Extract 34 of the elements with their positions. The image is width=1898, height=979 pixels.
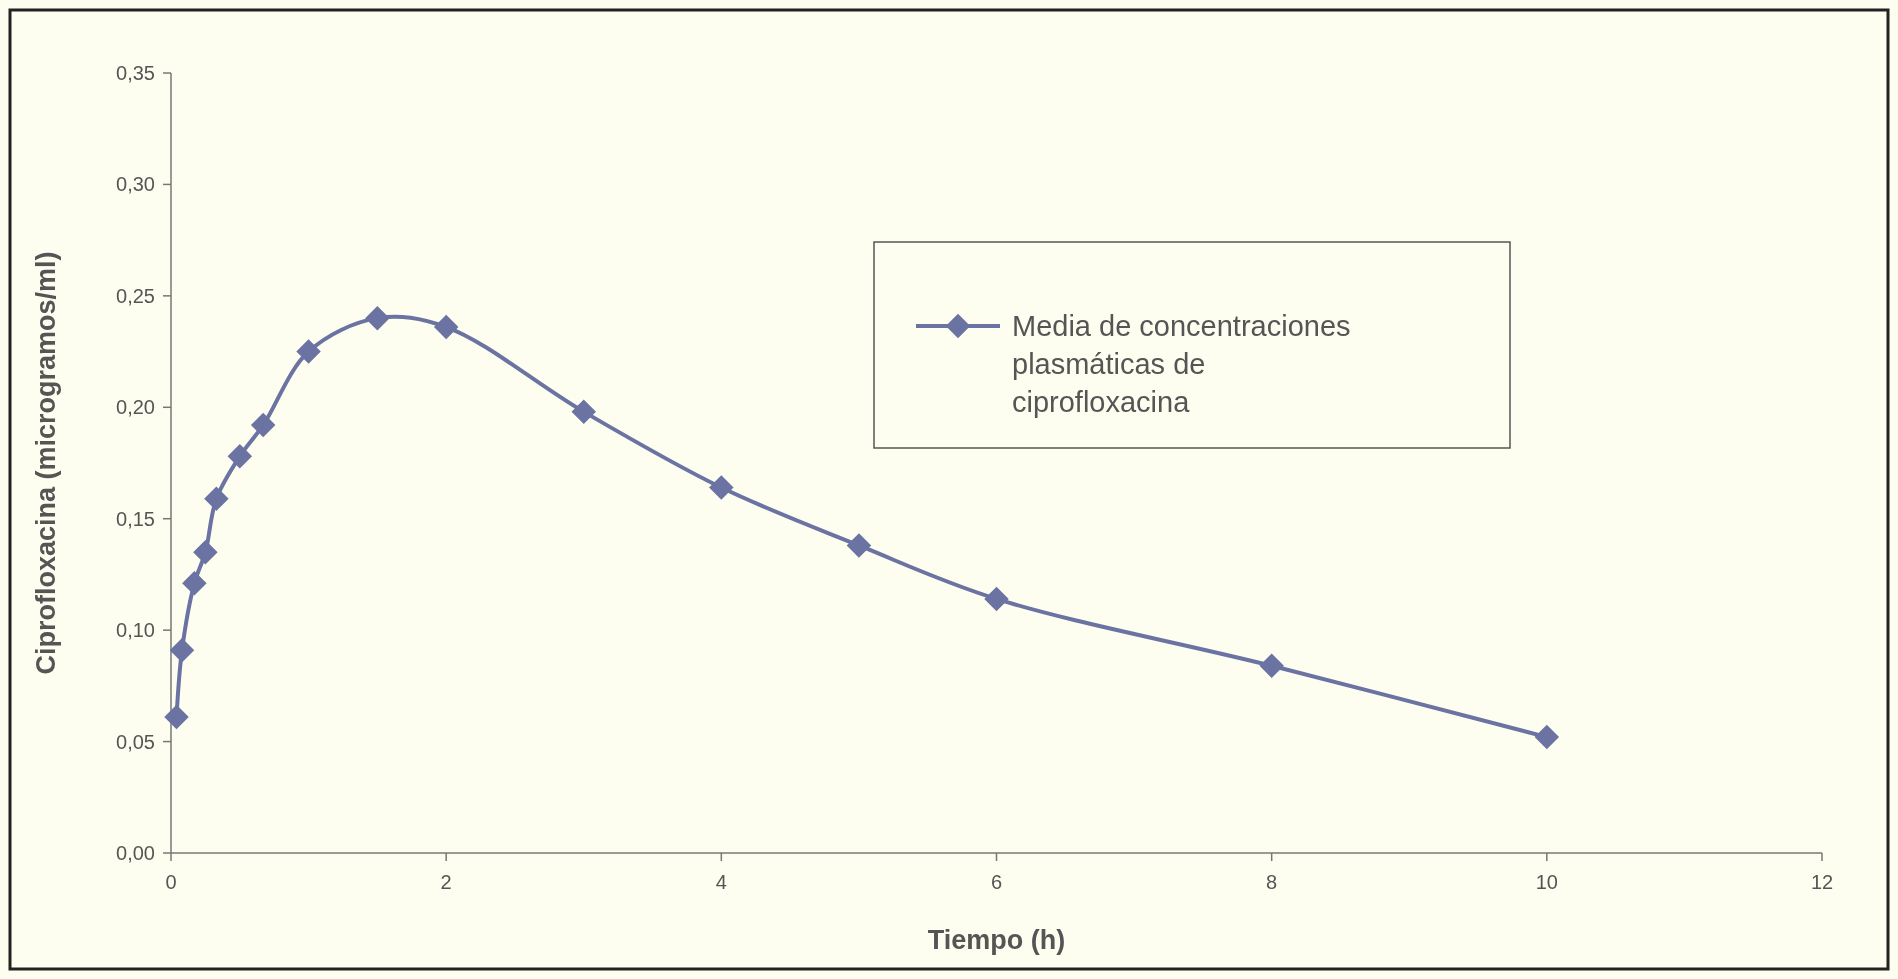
x-tick-label: 12 [1810,871,1834,893]
point [984,586,1009,612]
y-tick-label: 0,25 [116,284,155,307]
y-tick-label: 0,15 [116,507,155,530]
point [1259,653,1284,679]
point [433,314,459,340]
point [204,486,229,511]
y-axis-title: Ciprofloxacina (microgramos/ml) [31,251,61,675]
y-tick-label: 0,00 [116,842,155,864]
x-axis-title: Tiempo (h) [927,925,1066,955]
y-tick-label: 0,20 [116,396,155,419]
point [365,305,390,331]
point [846,533,872,558]
x-tick-label: 4 [715,871,727,893]
point [709,475,734,500]
y-tick-label: 0,35 [116,62,155,84]
x-tick-label: 10 [1535,871,1558,893]
y-tick-label: 0,10 [116,619,155,642]
x-tick-label: 8 [1266,871,1278,893]
point [164,704,189,730]
x-tick-label: 0 [165,871,177,893]
point [250,412,276,438]
y-tick-label: 0,30 [116,173,155,196]
y-tick-label: 0,05 [116,730,155,753]
point [1534,724,1560,750]
x-tick-label: 6 [990,871,1003,893]
point [296,339,321,364]
x-tick-label: 2 [440,871,452,893]
point [571,399,596,424]
legend-label: Media de concentraciones plasmáticas de ciprofloxacina [1012,310,1351,418]
point [193,539,218,565]
point [227,444,253,469]
point [182,571,207,596]
point [169,637,195,663]
